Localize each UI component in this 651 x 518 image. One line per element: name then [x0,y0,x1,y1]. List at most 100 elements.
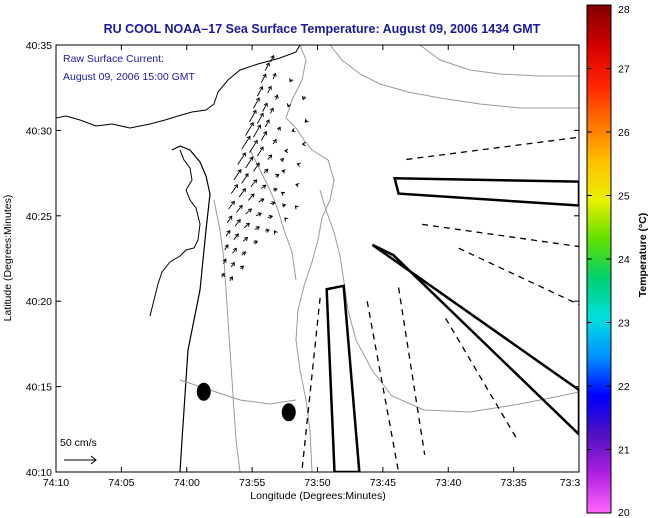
current-vector [220,272,225,278]
current-vector [291,128,296,133]
current-vector [262,102,268,112]
x-tick-label: 73:35 [500,477,526,489]
current-vector [250,179,258,188]
colorbar-tick-label: 24 [618,254,630,266]
current-vector [273,230,278,235]
current-vector [234,218,241,227]
x-tick-label: 73:45 [370,477,396,489]
current-vector [301,141,306,147]
coastline [171,145,211,472]
x-tick-label: 73:40 [435,477,461,489]
x-axis-ticks: 74:10 74:05 74:00 73:55 73:50 73:45 73:40 73:35… [43,45,581,489]
annotation-line-1: Raw Surface Current: [63,53,164,65]
current-vector [261,184,267,189]
y-tick-label: 40:35 [26,40,52,52]
station-dots [196,382,296,422]
colorbar-tick-label: 28 [618,4,630,16]
current-vector [236,204,243,213]
current-vector [256,146,264,157]
scale-arrow: 50 cm/s [60,437,97,465]
x-tick-label: 73:3 [560,477,581,489]
plot-area [55,44,580,473]
current-vector [232,247,237,254]
current-vector [243,222,251,229]
colorbar-tick-label: 20 [618,507,630,518]
colorbar-tick-label: 26 [618,127,630,139]
current-vector [272,138,277,145]
colorbar-tick-label: 23 [618,318,630,330]
current-vector [230,183,239,194]
current-vector [240,265,245,270]
current-vector [224,244,229,251]
current-vector [258,198,265,203]
current-vector [274,94,279,100]
scale-arrow-label: 50 cm/s [60,437,97,449]
northern-shoreline [56,45,301,129]
current-vector [265,228,270,233]
current-vector [302,95,307,101]
scale-arrow-head [90,455,97,465]
current-vector [230,261,235,268]
current-vector [253,162,260,172]
current-vector [272,72,277,80]
current-vector [253,97,260,109]
y-tick-label: 40:20 [26,296,52,308]
current-vector [276,126,281,131]
bathymetry-contour [319,189,579,413]
current-vector [295,183,300,188]
transect-lines [301,136,579,472]
current-vector [269,107,274,114]
current-vector [270,54,275,63]
current-vector [267,214,274,220]
current-vector [284,148,289,154]
inland-waterway [149,149,201,317]
current-vector [263,168,269,174]
bathymetry-contour [213,199,241,472]
current-vector [256,85,264,97]
current-vector [245,208,252,215]
current-vector [304,118,309,123]
x-tick-label: 73:50 [304,477,330,489]
current-vector [280,191,286,196]
x-tick-label: 73:55 [239,477,265,489]
current-vector [272,187,278,192]
x-tick-label: 74:05 [108,477,134,489]
current-vector [222,258,227,264]
chart-title: RU COOL NOAA–17 Sea Surface Temperature:… [104,22,541,36]
bathymetry-contour [419,45,579,77]
x-tick-label: 74:00 [174,477,200,489]
colorbar-tick-label: 21 [618,445,630,457]
x-tick-label: 74:10 [43,477,69,489]
current-vector [229,276,233,281]
y-tick-label: 40:30 [26,125,52,137]
current-vectors [220,54,309,281]
colorbar: 28 27 26 25 24 23 22 21 20 Temperature (°C) [586,4,649,518]
current-vector [286,103,292,108]
y-axis-ticks: 40:35 40:30 40:25 40:20 40:15 40:10 [26,40,579,479]
colorbar-tick-label: 25 [618,191,630,203]
current-vector [245,156,254,169]
y-tick-label: 40:25 [26,211,52,223]
transect-dashed-line [406,136,579,161]
transect-dashed-line [445,317,517,439]
current-vector [233,168,242,181]
current-vector [289,78,294,83]
x-axis-label: Longitude (Degrees:Minutes) [250,490,385,502]
current-vector [281,203,287,208]
transect-box [371,243,579,437]
transect-dashed-line [422,223,579,248]
current-vector [225,229,231,237]
current-vector [284,217,289,222]
plot-background [56,45,579,472]
current-vector [247,193,255,201]
current-vector [256,112,264,124]
current-vector [226,215,233,223]
current-vector [237,152,246,165]
current-vector [279,157,285,163]
current-vector [233,233,239,240]
transect-box [393,176,579,207]
land-coastline [56,45,301,472]
bathymetry-contour [249,149,297,281]
station-dot [281,403,296,422]
current-vector [267,154,273,160]
